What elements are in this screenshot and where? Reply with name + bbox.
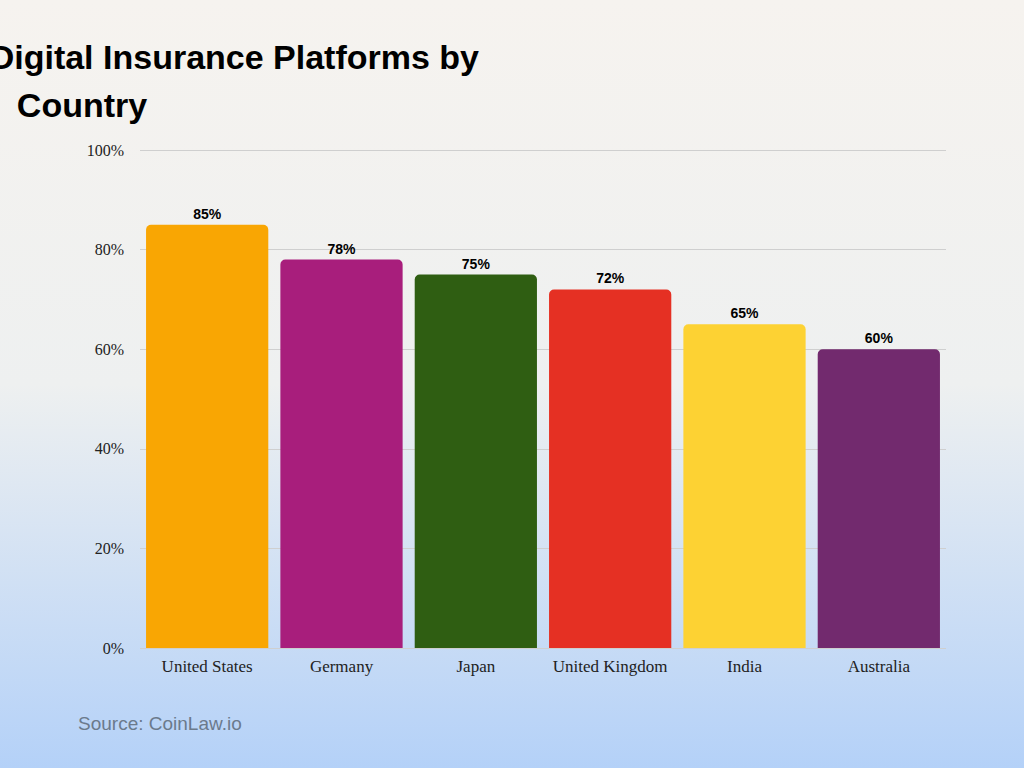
svg-text:78%: 78% — [327, 241, 356, 257]
svg-text:20%: 20% — [95, 540, 124, 557]
svg-text:Australia: Australia — [848, 657, 911, 676]
svg-text:Country: Country — [17, 86, 147, 124]
svg-text:60%: 60% — [865, 330, 894, 346]
svg-text:85%: 85% — [193, 206, 222, 222]
svg-text:0%: 0% — [103, 640, 124, 657]
svg-text:Japan: Japan — [456, 657, 495, 676]
svg-text:Global Adoption of Digital Ins: Global Adoption of Digital Insurance Pla… — [0, 38, 488, 76]
svg-text:72%: 72% — [596, 270, 625, 286]
svg-text:India: India — [727, 657, 762, 676]
svg-text:100%: 100% — [87, 142, 124, 159]
svg-text:40%: 40% — [95, 440, 124, 457]
svg-text:Germany: Germany — [310, 657, 374, 676]
svg-text:Source: CoinLaw.io: Source: CoinLaw.io — [78, 713, 242, 734]
svg-text:60%: 60% — [95, 341, 124, 358]
svg-text:United Kingdom: United Kingdom — [553, 657, 668, 676]
svg-text:80%: 80% — [95, 241, 124, 258]
svg-text:65%: 65% — [730, 305, 759, 321]
svg-text:United States: United States — [162, 657, 253, 676]
svg-text:75%: 75% — [462, 256, 491, 272]
